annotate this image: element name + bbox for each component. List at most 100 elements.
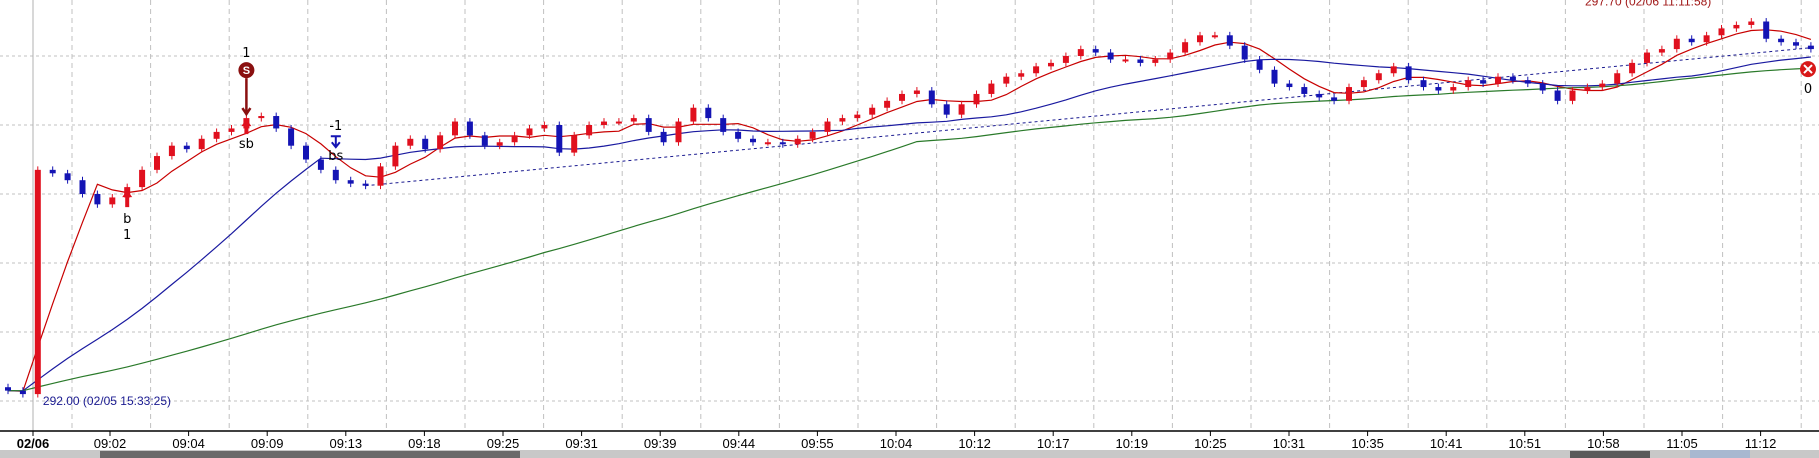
candle-body <box>1316 93 1323 98</box>
candle-body <box>1614 73 1621 84</box>
horizontal-scrollbar[interactable] <box>0 450 1819 458</box>
candle-body <box>1465 80 1472 88</box>
candle-body <box>809 131 816 139</box>
candle-body <box>64 173 71 181</box>
candle-body <box>1405 66 1412 81</box>
candle-body <box>586 125 593 136</box>
x-tick-label: 09:18 <box>408 436 441 451</box>
candle-body <box>1793 42 1799 46</box>
x-tick-label: 10:58 <box>1587 436 1620 451</box>
candle-body <box>973 93 980 105</box>
candle-body <box>1673 38 1680 50</box>
scrollbar-thumb-right[interactable] <box>1570 451 1650 458</box>
buy-arrow-icon <box>122 190 133 208</box>
candle-body <box>303 145 309 160</box>
candle-body <box>1703 35 1710 43</box>
candle-body <box>362 183 369 186</box>
candle-body <box>288 128 295 146</box>
candle-body <box>1584 87 1591 91</box>
signal-sell[interactable]: 1 Ssb <box>238 46 255 152</box>
candle-body <box>168 145 175 157</box>
signal-label: bs <box>328 149 343 164</box>
candle-body <box>213 131 220 139</box>
candle-body <box>839 118 846 122</box>
candle-body <box>154 156 160 170</box>
signal-exit[interactable]: X0 <box>1800 61 1816 97</box>
candle-body <box>735 131 742 139</box>
candle-body <box>1033 66 1040 74</box>
candle-body <box>5 387 11 391</box>
candle-body <box>109 197 116 205</box>
ma-mid-line <box>7 56 1811 392</box>
scrollbar-track[interactable] <box>0 450 1819 458</box>
candle-body <box>615 121 622 124</box>
x-tick-label: 09:39 <box>644 436 677 451</box>
signal-label: b <box>123 212 131 227</box>
candle-body <box>1748 21 1755 25</box>
candle-body <box>1509 76 1516 81</box>
x-tick-label: 11:12 <box>1745 436 1777 451</box>
candle-body <box>1554 90 1561 101</box>
candle-body <box>1495 76 1501 84</box>
candle-body <box>1003 76 1010 84</box>
x-mark-icon <box>1803 64 1813 74</box>
candle-body <box>481 135 488 146</box>
candle-body <box>1807 45 1814 50</box>
candle-body <box>720 118 727 132</box>
signal-sell-down[interactable]: -1 bs <box>328 119 343 164</box>
candle-body <box>452 121 458 136</box>
high-price-annotation: 297.70 (02/06 11:11:58) <box>1585 0 1711 9</box>
candle-body <box>332 169 339 181</box>
x-tick-label: 10:12 <box>958 436 991 451</box>
candle-body <box>1688 38 1695 43</box>
candle-body <box>1420 80 1427 88</box>
candle-body <box>884 100 891 108</box>
candle-body <box>1778 38 1785 43</box>
candle-body <box>511 135 518 143</box>
candle-body <box>854 114 861 119</box>
low-price-annotation: 292.00 (02/05 15:33:25) <box>43 394 171 408</box>
candle-body <box>1152 59 1159 63</box>
candle-body <box>317 159 324 170</box>
up-arrow-icon <box>241 119 252 135</box>
signal-buy[interactable]: b1 <box>122 190 133 243</box>
candle-body <box>1226 35 1233 46</box>
badge-letter: S <box>243 65 250 77</box>
candle-body <box>1077 49 1084 56</box>
candle-body <box>1256 59 1263 70</box>
candle-body <box>913 90 920 94</box>
x-tick-label: 09:55 <box>801 436 834 451</box>
candle-body <box>19 390 26 395</box>
x-tick-label: 02/06 <box>17 436 50 451</box>
candle-body <box>139 169 146 188</box>
trendline-dashed <box>365 47 1811 187</box>
scroll-buttons[interactable] <box>1690 450 1750 458</box>
grid <box>0 0 1819 431</box>
candle-body <box>34 169 41 395</box>
x-tick-label: 09:09 <box>251 436 284 451</box>
x-tick-label: 10:41 <box>1430 436 1463 451</box>
candle-body <box>1107 52 1114 60</box>
candle-body <box>1286 83 1293 88</box>
candle-body <box>928 90 935 105</box>
signal-qty: 1 <box>242 46 250 61</box>
x-tick-label: 10:31 <box>1273 436 1306 451</box>
candle-body <box>79 180 86 194</box>
x-tick-label: 09:25 <box>487 436 520 451</box>
candle-body <box>1733 24 1740 29</box>
candle-body <box>571 135 578 153</box>
scrollbar-thumb[interactable] <box>100 451 520 458</box>
candle-body <box>1122 59 1129 62</box>
candle-body <box>1018 73 1025 77</box>
candle-body <box>660 131 667 143</box>
candle-body <box>541 125 548 129</box>
x-tick-label: 09:04 <box>172 436 205 451</box>
candle-body <box>1092 49 1099 53</box>
candle-body <box>1524 80 1531 84</box>
x-tick-label: 10:25 <box>1194 436 1227 451</box>
candle-body <box>1360 80 1367 88</box>
candle-body <box>869 107 876 115</box>
candle-body <box>750 138 756 143</box>
